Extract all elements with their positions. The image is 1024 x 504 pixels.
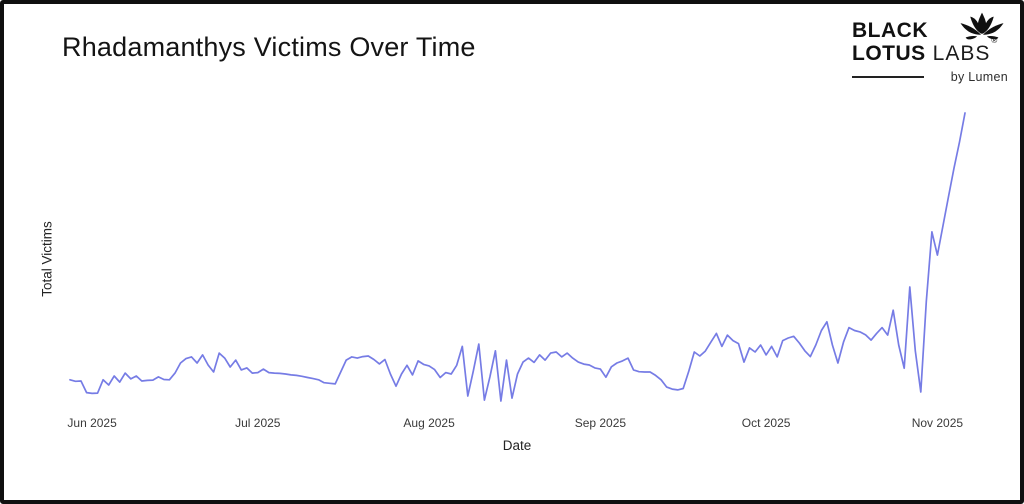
x-tick-label: Aug 2025 [403, 416, 455, 430]
logo-row-1: BLACK [852, 12, 1008, 42]
logo-word-lotus: LOTUS [852, 42, 926, 65]
logo-row-2: LOTUS LABS® [852, 36, 1008, 66]
x-tick-label: Jun 2025 [67, 416, 117, 430]
x-tick-label: Jul 2025 [235, 416, 281, 430]
logo-word-black: BLACK [852, 18, 928, 42]
lotus-icon [960, 12, 1004, 40]
chart-title: Rhadamanthys Victims Over Time [62, 32, 476, 62]
x-tick-label: Nov 2025 [911, 416, 964, 430]
y-axis-title: Total Victims [39, 221, 55, 297]
logo-byline: by Lumen [950, 70, 1008, 84]
logo-word-labs: LABS® [932, 36, 999, 65]
x-tick-label: Oct 2025 [741, 416, 791, 430]
x-tick-label: Sep 2025 [574, 416, 627, 430]
victims-line-series [69, 112, 966, 402]
logo-row-3: by Lumen [852, 70, 1008, 84]
logo-divider-line [852, 76, 924, 78]
black-lotus-labs-logo: BLACK LOTUS LABS® by Lumen [852, 12, 1008, 84]
registered-trademark-symbol: ® [991, 36, 999, 45]
x-axis-title: Date [502, 438, 532, 453]
